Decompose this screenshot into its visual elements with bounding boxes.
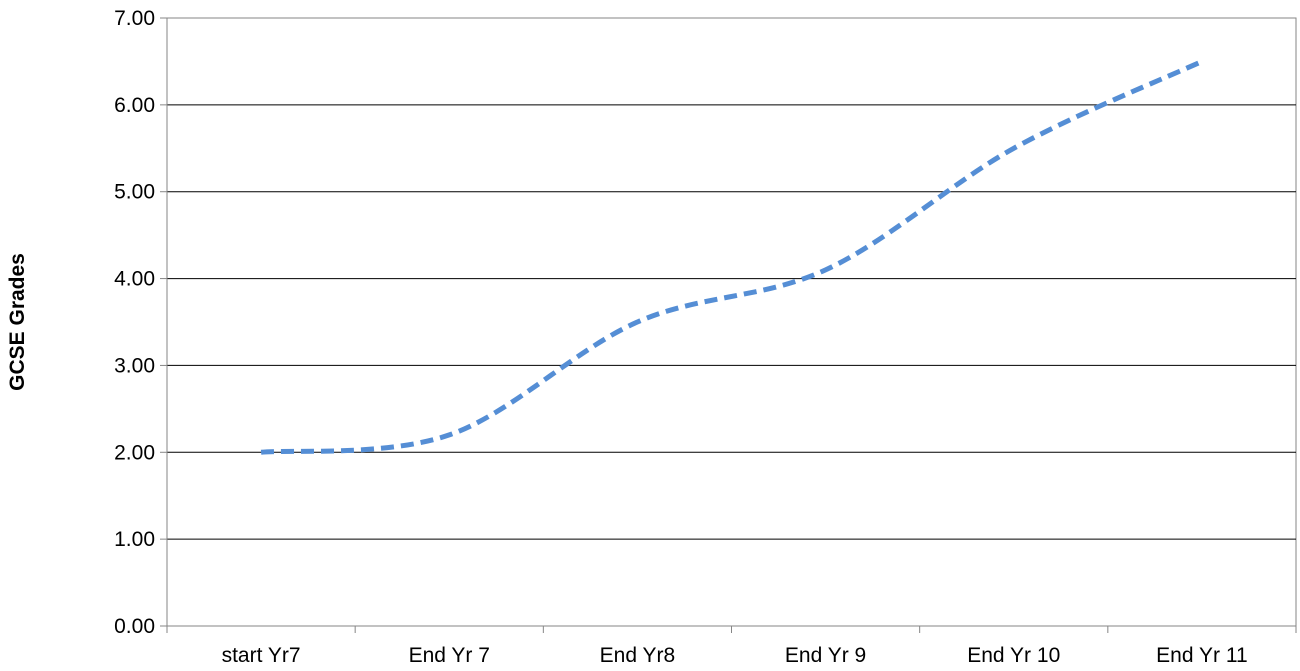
- y-tick-label: 3.00: [114, 354, 155, 377]
- y-tick-label: 0.00: [114, 615, 155, 638]
- axes: [166, 18, 1297, 633]
- y-axis-title: GCSE Grades: [6, 253, 29, 391]
- x-tick-label: End Yr 9: [785, 644, 866, 667]
- y-tick-label: 1.00: [114, 528, 155, 551]
- y-axis-tick-labels: 0.00 1.00 2.00 3.00 4.00 5.00 6.00 7.00: [114, 7, 155, 638]
- y-tick-label: 7.00: [114, 7, 155, 30]
- y-tick-label: 2.00: [114, 441, 155, 464]
- series-line: [260, 59, 1203, 455]
- x-tick-label: End Yr 7: [409, 644, 490, 667]
- x-tick-label: End Yr 10: [967, 644, 1060, 667]
- x-tick-label: End Yr8: [600, 644, 676, 667]
- y-tick-label: 5.00: [114, 181, 155, 204]
- y-tick-label: 4.00: [114, 268, 155, 291]
- gridlines: [160, 17, 1296, 627]
- y-tick-label: 6.00: [114, 94, 155, 117]
- x-tick-label: End Yr 11: [1156, 644, 1247, 667]
- series-group: [260, 59, 1203, 455]
- x-axis-tick-labels: start Yr7 End Yr 7 End Yr8 End Yr 9 End Yr 1…: [222, 644, 1248, 667]
- x-tick-label: start Yr7: [222, 644, 301, 667]
- plot-area: [166, 17, 1297, 627]
